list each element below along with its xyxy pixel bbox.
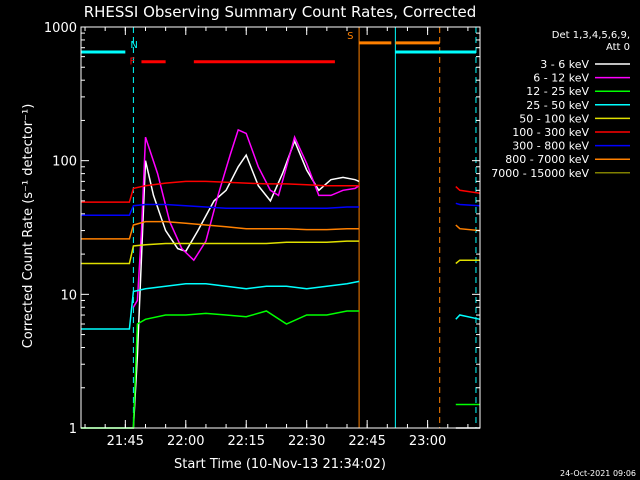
legend-label-7000-15000: 7000 - 15000 keV xyxy=(491,167,589,180)
y-tick-label: 100 xyxy=(52,155,77,170)
series-6-12-line xyxy=(132,128,360,308)
legend-label-12-25: 12 - 25 keV xyxy=(526,85,589,98)
series-12-25-line xyxy=(81,310,360,429)
series-50-100-line xyxy=(81,240,360,265)
y-tick-label: 1000 xyxy=(44,21,77,36)
legend-label-800-7000: 800 - 7000 keV xyxy=(505,153,589,166)
series-50-100-line-segment2 xyxy=(455,259,480,265)
x-tick-label: 22:45 xyxy=(348,434,385,449)
series-100-300-line xyxy=(81,180,360,203)
x-tick-label: 23:00 xyxy=(409,434,446,449)
flag-n-label: N xyxy=(130,40,137,51)
flag-s-label: S xyxy=(347,31,353,42)
series-25-50-line xyxy=(81,280,360,330)
x-tick-label: 21:45 xyxy=(107,434,144,449)
x-tick-label: 22:00 xyxy=(167,434,204,449)
series-800-7000-line-segment2 xyxy=(455,224,481,232)
plot-area: NF S xyxy=(81,27,481,429)
date-stamp: 24-Oct-2021 09:06 xyxy=(560,469,636,478)
flag-f-label: F xyxy=(129,57,135,68)
series-300-800-line-segment2 xyxy=(455,202,481,207)
legend-header-line: Att 0 xyxy=(606,42,630,53)
legend-label-300-800: 300 - 800 keV xyxy=(512,140,589,153)
legend-label-6-12: 6 - 12 keV xyxy=(533,72,589,85)
series-100-300-line-segment2 xyxy=(455,186,481,195)
series-3-6-line xyxy=(81,139,360,429)
series-25-50-line-segment2 xyxy=(455,314,481,321)
y-tick-label: 1 xyxy=(69,422,77,437)
legend-label-100-300: 100 - 300 keV xyxy=(512,126,589,139)
chart-title: RHESSI Observing Summary Count Rates, Co… xyxy=(84,3,477,21)
x-tick-label: 22:30 xyxy=(288,434,325,449)
x-tick-label: 22:15 xyxy=(228,434,265,449)
plot-frame xyxy=(80,26,481,429)
series-300-800-line xyxy=(81,203,360,217)
y-axis-label: Corrected Count Rate (s⁻¹ detector⁻¹) xyxy=(21,104,36,349)
y-tick-label: 10 xyxy=(60,288,77,303)
axes: 21:45 22:00 22:15 22:30 22:45 23:00 1 10 100 1000 xyxy=(44,21,481,449)
x-axis-label: Start Time (10-Nov-13 21:34:02) xyxy=(174,457,386,472)
legend-header-line: Det 1,3,4,5,6,9, xyxy=(552,30,630,41)
legend-label-3-6: 3 - 6 keV xyxy=(540,58,589,71)
series-800-7000-line xyxy=(81,220,360,240)
legend-label-25-50: 25 - 50 keV xyxy=(526,99,589,112)
legend-label-50-100: 50 - 100 keV xyxy=(519,112,589,125)
